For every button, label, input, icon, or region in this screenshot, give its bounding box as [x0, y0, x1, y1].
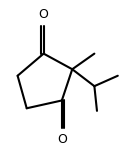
Text: O: O	[39, 8, 49, 21]
Text: O: O	[57, 133, 67, 146]
